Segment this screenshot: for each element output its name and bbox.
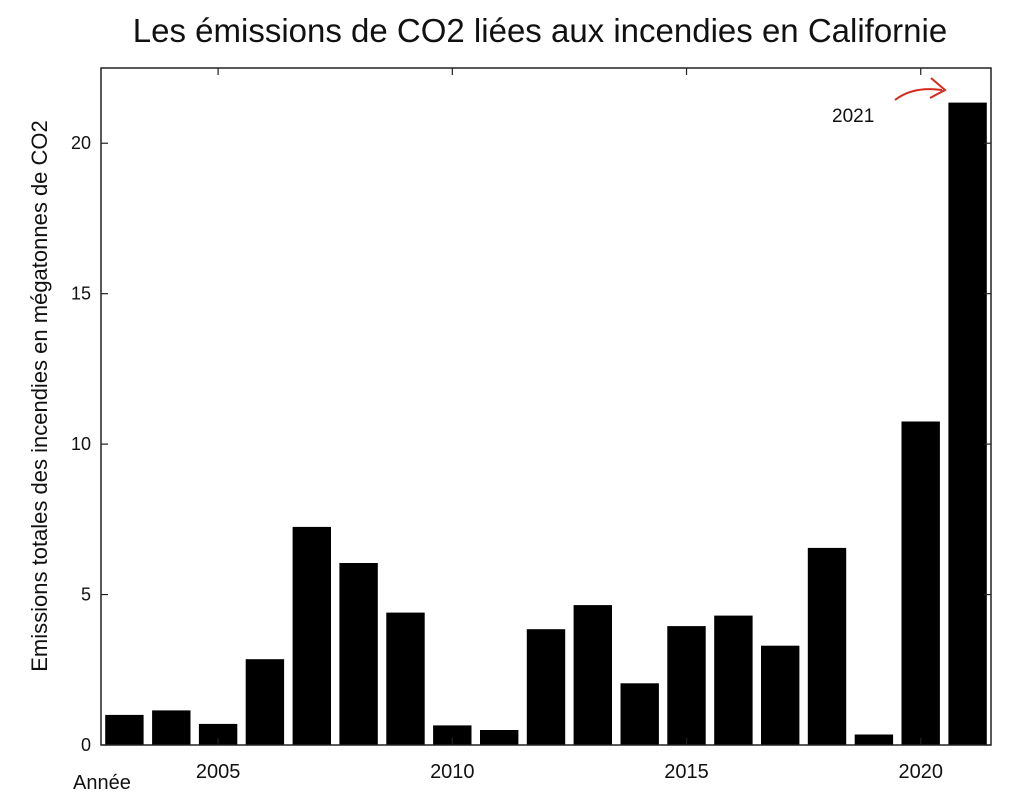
bar-2003 bbox=[105, 714, 144, 745]
plot-frame bbox=[100, 67, 992, 746]
bar-2011 bbox=[480, 730, 519, 745]
annotation-arrowhead bbox=[929, 77, 947, 99]
bar-2016 bbox=[714, 615, 753, 745]
y-tick-label: 0 bbox=[81, 735, 91, 755]
bar-2005 bbox=[198, 723, 238, 745]
y-tick-label: 15 bbox=[71, 284, 91, 304]
bar-2006 bbox=[245, 659, 285, 745]
bar-2017 bbox=[761, 645, 800, 745]
bar-2021 bbox=[948, 102, 987, 746]
annotation-arrow bbox=[894, 88, 943, 101]
bars-group bbox=[105, 102, 987, 746]
bar-2010 bbox=[433, 725, 472, 745]
y-tick-label: 5 bbox=[81, 585, 91, 605]
y-tick-label: 10 bbox=[71, 434, 91, 454]
bar-2004 bbox=[152, 710, 191, 745]
y-tick-label: 20 bbox=[71, 133, 91, 153]
bar-2013 bbox=[573, 605, 612, 745]
x-tick-label: 2005 bbox=[196, 761, 241, 783]
y-axis-label: Emissions totales des incendies en mégat… bbox=[27, 120, 52, 672]
chart-title: Les émissions de CO2 liées aux incendies… bbox=[133, 12, 947, 49]
annotation-label: 2021 bbox=[832, 106, 874, 127]
bar-2018 bbox=[807, 547, 847, 745]
x-axis-label: Année bbox=[73, 772, 131, 794]
x-tick-label: 2015 bbox=[664, 761, 709, 783]
bar-2009 bbox=[386, 612, 425, 745]
x-ticks-group: 2005 2010 2015 2020 bbox=[196, 68, 943, 783]
bar-2007 bbox=[292, 526, 331, 745]
bar-2014 bbox=[620, 683, 659, 745]
bar-2008 bbox=[339, 563, 378, 745]
bar-2012 bbox=[526, 629, 566, 745]
bar-2015 bbox=[667, 626, 706, 745]
annotation-2021: 2021 bbox=[832, 77, 947, 127]
x-tick-label: 2010 bbox=[430, 761, 475, 783]
bar-2019 bbox=[854, 734, 894, 745]
y-ticks-group: 0 5 10 15 20 bbox=[71, 133, 991, 755]
bar-2020 bbox=[901, 421, 940, 745]
x-tick-label: 2020 bbox=[898, 761, 943, 783]
